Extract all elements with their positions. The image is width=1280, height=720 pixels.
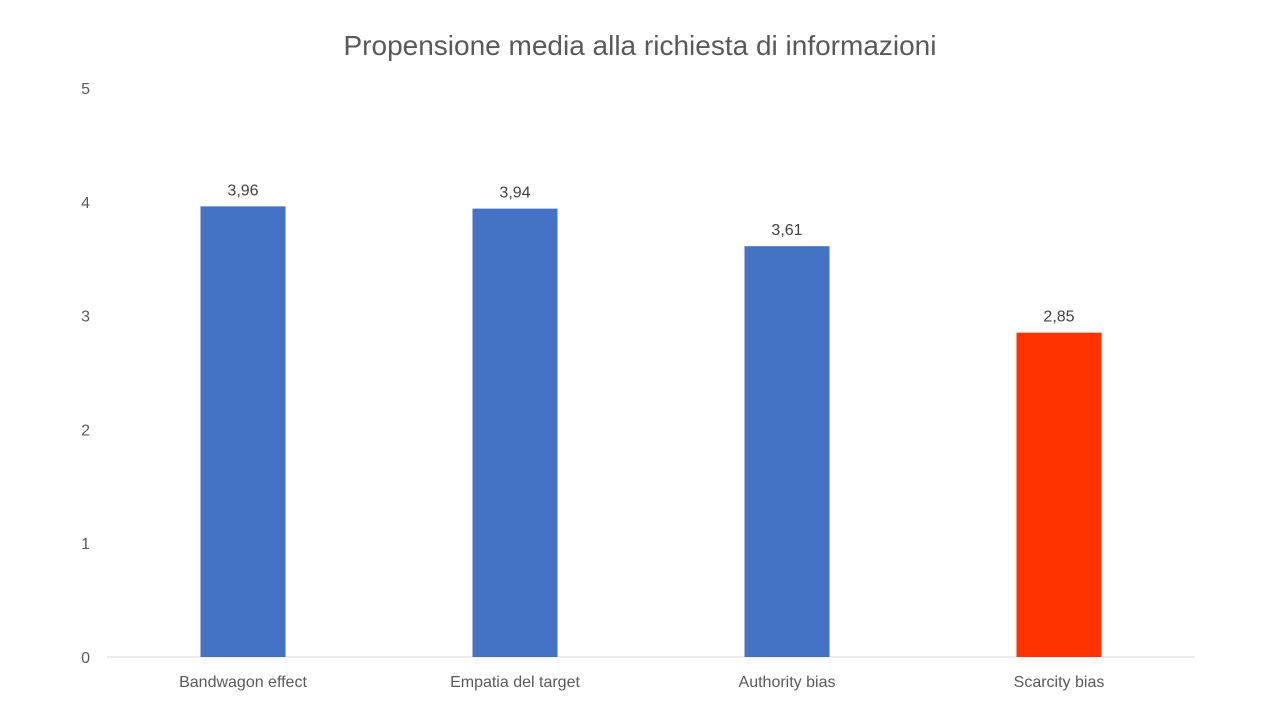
x-tick-label: Scarcity bias (1014, 674, 1105, 691)
y-tick-label: 0 (81, 650, 90, 667)
y-tick-label: 1 (81, 536, 90, 553)
x-tick-label: Bandwagon effect (179, 674, 307, 691)
bar (1016, 332, 1102, 657)
chart-title: Propensione media alla richiesta di info… (343, 30, 937, 61)
y-tick-label: 2 (81, 422, 90, 439)
y-tick-label: 5 (81, 81, 90, 98)
data-label: 2,85 (1043, 309, 1074, 326)
bar (200, 206, 286, 658)
x-tick-label: Authority bias (739, 674, 836, 691)
bar (472, 208, 558, 658)
data-label: 3,96 (227, 182, 258, 199)
data-label: 3,94 (499, 185, 530, 202)
data-label: 3,61 (771, 222, 802, 239)
y-tick-label: 3 (81, 309, 90, 326)
bar (744, 246, 830, 657)
x-tick-label: Empatia del target (450, 674, 580, 691)
y-tick-label: 4 (81, 195, 90, 212)
